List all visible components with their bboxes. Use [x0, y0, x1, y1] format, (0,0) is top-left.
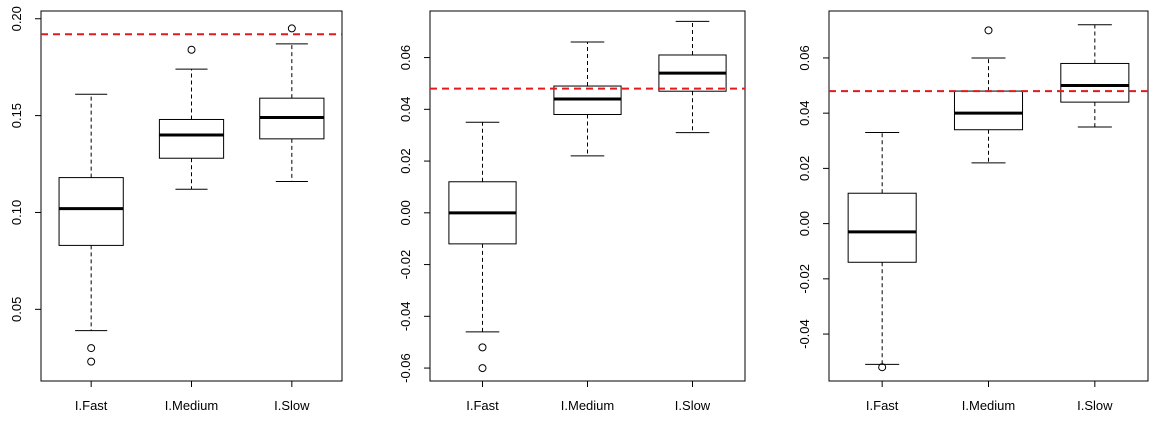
box: [158, 118, 225, 159]
outlier-point: [187, 45, 196, 54]
x-tick-label: I.Medium: [561, 398, 614, 413]
y-tick-label: 0.10: [9, 200, 24, 225]
outlier-point: [984, 26, 993, 35]
box: [953, 90, 1024, 131]
y-tick-label: 0.02: [797, 156, 812, 181]
y-tick-label: 0.05: [9, 297, 24, 322]
y-tick-label: 0.15: [9, 103, 24, 128]
x-tick-label: I.Fast: [75, 398, 108, 413]
box: [58, 177, 124, 246]
y-tick-label: -0.06: [398, 353, 413, 383]
outlier-point: [478, 343, 487, 352]
box: [847, 192, 917, 263]
x-tick-label: I.Slow: [1077, 398, 1113, 413]
y-tick-label: 0.04: [398, 97, 413, 122]
y-tick-label: 0.20: [9, 6, 24, 31]
outlier-point: [478, 364, 487, 373]
y-tick-label: -0.04: [398, 301, 413, 331]
y-tick-label: 0.00: [398, 200, 413, 225]
outlier-point: [878, 363, 887, 372]
outlier-point: [287, 24, 296, 33]
y-tick-label: -0.02: [398, 250, 413, 280]
x-tick-label: I.Slow: [675, 398, 711, 413]
box: [1060, 62, 1130, 103]
x-tick-label: I.Fast: [866, 398, 899, 413]
y-tick-label: -0.04: [797, 319, 812, 349]
x-tick-label: I.Medium: [962, 398, 1015, 413]
x-tick-label: I.Slow: [274, 398, 310, 413]
y-tick-label: 0.06: [797, 45, 812, 70]
y-tick-label: 0.00: [797, 211, 812, 236]
x-tick-label: I.Medium: [165, 398, 218, 413]
y-tick-label: 0.02: [398, 148, 413, 173]
y-tick-label: 0.04: [797, 101, 812, 126]
x-tick-label: I.Fast: [466, 398, 499, 413]
y-tick-label: 0.06: [398, 45, 413, 70]
outlier-point: [87, 357, 96, 366]
y-tick-label: -0.02: [797, 264, 812, 294]
outlier-point: [87, 344, 96, 353]
